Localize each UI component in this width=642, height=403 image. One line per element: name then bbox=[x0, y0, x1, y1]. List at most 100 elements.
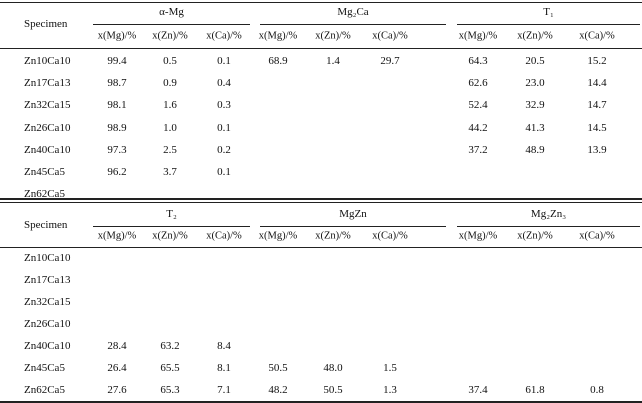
value-cell: 13.9 bbox=[587, 143, 607, 156]
value-cell: 41.3 bbox=[525, 121, 545, 134]
specimen: Zn40Ca10 bbox=[24, 340, 71, 352]
value-cell: 14.4 bbox=[587, 77, 607, 90]
value-cell: 28.4 bbox=[107, 340, 127, 352]
value-cell: 98.1 bbox=[107, 99, 127, 112]
group-rule bbox=[93, 24, 250, 25]
value-cell: 61.8 bbox=[525, 384, 545, 396]
column-header: x(Zn)/% bbox=[152, 230, 188, 242]
value-cell: 98.9 bbox=[107, 121, 127, 134]
value-cell: 37.4 bbox=[468, 384, 488, 396]
value-cell: 98.7 bbox=[107, 77, 127, 90]
value-cell: 23.0 bbox=[525, 77, 545, 90]
group-header: α-Mg bbox=[159, 6, 184, 18]
group-header: T₁ bbox=[543, 6, 554, 18]
value-cell: 0.5 bbox=[163, 55, 177, 67]
value-cell: 1.3 bbox=[383, 384, 397, 396]
row-label-header: Specimen bbox=[24, 219, 68, 231]
column-header: x(Ca)/% bbox=[206, 230, 242, 242]
value-cell: 50.5 bbox=[323, 384, 343, 396]
specimen: Zn26Ca10 bbox=[24, 121, 71, 134]
value-cell: 0.4 bbox=[217, 77, 231, 90]
specimen: Zn10Ca10 bbox=[24, 252, 71, 264]
value-cell: 1.6 bbox=[163, 99, 177, 112]
value-cell: 0.1 bbox=[217, 121, 231, 134]
group-rule bbox=[457, 226, 640, 227]
group-rule bbox=[260, 24, 446, 25]
specimen: Zn17Ca13 bbox=[24, 77, 71, 90]
column-header: x(Mg)/% bbox=[458, 230, 498, 242]
value-cell: 20.5 bbox=[525, 55, 545, 67]
value-cell: 96.2 bbox=[107, 166, 127, 178]
specimen: Zn17Ca13 bbox=[24, 274, 71, 286]
value-cell: 48.0 bbox=[323, 362, 343, 374]
column-header: x(Zn)/% bbox=[517, 30, 553, 42]
specimen: Zn62Ca5 bbox=[24, 384, 65, 396]
value-cell: 65.3 bbox=[160, 384, 180, 396]
value-cell: 48.9 bbox=[525, 143, 545, 156]
specimen: Zn40Ca10 bbox=[24, 143, 71, 156]
row-label-header: Specimen bbox=[24, 18, 68, 30]
value-cell: 0.8 bbox=[590, 384, 604, 396]
value-cell: 64.3 bbox=[468, 55, 488, 67]
value-cell: 14.7 bbox=[587, 99, 607, 112]
value-cell: 2.5 bbox=[163, 143, 177, 156]
value-cell: 0.1 bbox=[217, 166, 231, 178]
value-cell: 29.7 bbox=[380, 55, 400, 67]
value-cell: 68.9 bbox=[268, 55, 288, 67]
group-header: T₂ bbox=[166, 208, 177, 220]
column-header: x(Mg)/% bbox=[97, 230, 137, 242]
group-rule bbox=[93, 226, 250, 227]
column-header: x(Zn)/% bbox=[315, 30, 351, 42]
group-header: MgZn bbox=[339, 208, 367, 220]
column-header: x(Mg)/% bbox=[258, 30, 298, 42]
value-cell: 14.5 bbox=[587, 121, 607, 134]
specimen: Zn45Ca5 bbox=[24, 166, 65, 178]
group-header: Mg₂Ca bbox=[337, 6, 369, 18]
value-cell: 0.9 bbox=[163, 77, 177, 90]
group-rule bbox=[260, 226, 446, 227]
column-header: x(Ca)/% bbox=[372, 30, 408, 42]
value-cell: 8.1 bbox=[217, 362, 231, 374]
value-cell: 44.2 bbox=[468, 121, 488, 134]
value-cell: 37.2 bbox=[468, 143, 488, 156]
value-cell: 1.5 bbox=[383, 362, 397, 374]
column-header: x(Mg)/% bbox=[258, 230, 298, 242]
value-cell: 1.0 bbox=[163, 121, 177, 134]
rule bbox=[0, 202, 642, 203]
value-cell: 32.9 bbox=[525, 99, 545, 112]
rule bbox=[0, 401, 642, 403]
specimen: Zn10Ca10 bbox=[24, 55, 71, 67]
value-cell: 99.4 bbox=[107, 55, 127, 67]
group-header: Mg₂Zn₃ bbox=[530, 208, 567, 220]
value-cell: 27.6 bbox=[107, 384, 127, 396]
specimen: Zn45Ca5 bbox=[24, 362, 65, 374]
value-cell: 1.4 bbox=[326, 55, 340, 67]
rule bbox=[0, 198, 642, 200]
rule bbox=[0, 2, 642, 3]
specimen: Zn32Ca15 bbox=[24, 296, 71, 308]
value-cell: 0.1 bbox=[217, 55, 231, 67]
value-cell: 0.3 bbox=[217, 99, 231, 112]
specimen: Zn32Ca15 bbox=[24, 99, 71, 112]
value-cell: 52.4 bbox=[468, 99, 488, 112]
group-rule bbox=[457, 24, 640, 25]
column-header: x(Ca)/% bbox=[579, 230, 615, 242]
rule bbox=[0, 247, 642, 248]
column-header: x(Zn)/% bbox=[152, 30, 188, 42]
rule bbox=[0, 48, 642, 49]
value-cell: 97.3 bbox=[107, 143, 127, 156]
value-cell: 8.4 bbox=[217, 340, 231, 352]
value-cell: 65.5 bbox=[160, 362, 180, 374]
value-cell: 63.2 bbox=[160, 340, 180, 352]
specimen: Zn62Ca5 bbox=[24, 188, 65, 201]
column-header: x(Ca)/% bbox=[372, 230, 408, 242]
value-cell: 62.6 bbox=[468, 77, 488, 90]
value-cell: 48.2 bbox=[268, 384, 288, 396]
value-cell: 0.2 bbox=[217, 143, 231, 156]
column-header: x(Zn)/% bbox=[517, 230, 553, 242]
column-header: x(Mg)/% bbox=[458, 30, 498, 42]
value-cell: 15.2 bbox=[587, 55, 607, 67]
value-cell: 50.5 bbox=[268, 362, 288, 374]
column-header: x(Ca)/% bbox=[206, 30, 242, 42]
